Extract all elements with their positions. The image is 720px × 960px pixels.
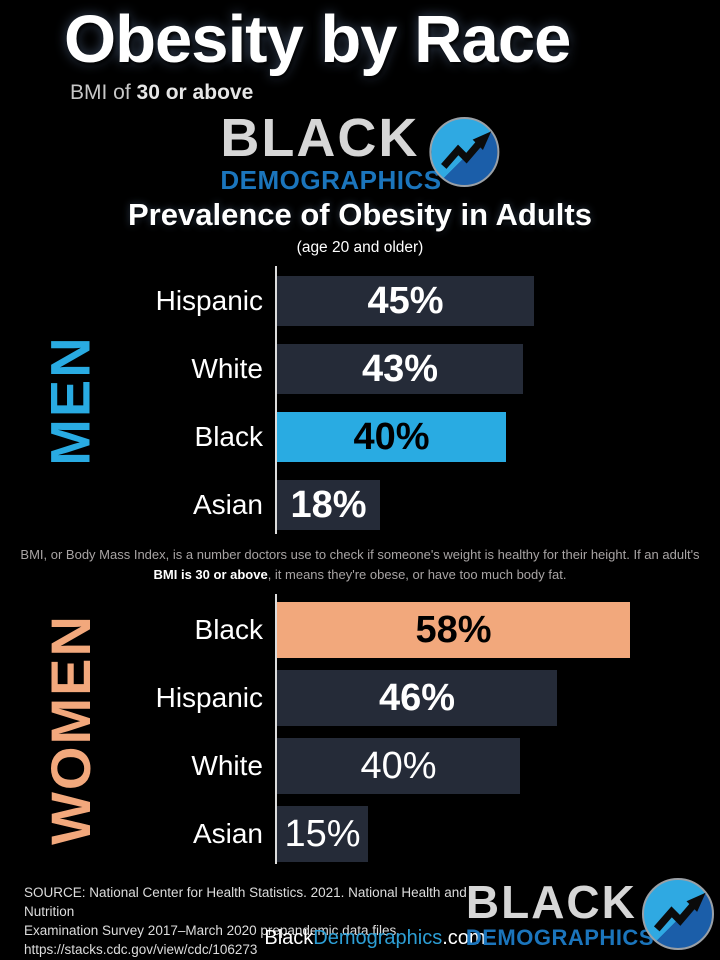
- website-link[interactable]: BlackDemographics.com: [95, 927, 655, 950]
- row-label: White: [191, 353, 263, 384]
- page-subtitle: BMI of 30 or above: [70, 81, 253, 105]
- website-part-com: .com: [442, 927, 486, 949]
- row-label: Hispanic: [155, 682, 263, 713]
- bar: 45%: [277, 276, 534, 326]
- note-rest: , it means they're obese, or have too mu…: [267, 566, 567, 582]
- page-title: Obesity by Race: [64, 2, 571, 77]
- row-label: Hispanic: [155, 285, 263, 316]
- bar-row: Hispanic 45%: [140, 276, 720, 326]
- note-line-1: BMI, or Body Mass Index, is a number doc…: [20, 547, 700, 562]
- men-axis-line: [275, 266, 277, 534]
- women-bar-rows: Black 58% Hispanic 46% White 40% Asian 1…: [140, 594, 720, 874]
- bmi-definition-note: BMI, or Body Mass Index, is a number doc…: [0, 545, 720, 584]
- bar: 18%: [277, 480, 380, 530]
- chart-title: Prevalence of Obesity in Adults: [128, 197, 592, 232]
- website-part-black: Black: [264, 927, 314, 949]
- bar-row: Hispanic 46%: [140, 670, 720, 726]
- brand-logo-text: BLACK DEMOGRAPHICS: [220, 111, 441, 193]
- women-gender-column: WOMEN: [0, 594, 140, 864]
- source-citation: SOURCE: National Center for Health Stati…: [24, 884, 504, 960]
- bar-value: 45%: [367, 279, 444, 322]
- bar-row: Black 58%: [140, 602, 720, 658]
- men-chart-section: MEN Hispanic 45% White 43% Black 40% Asi…: [0, 266, 720, 534]
- bar-value: 18%: [290, 483, 367, 526]
- bar: 43%: [277, 344, 523, 394]
- brand-word-black: BLACK: [465, 876, 637, 928]
- women-axis-line: [275, 594, 277, 864]
- row-label: Black: [194, 421, 263, 452]
- bar-value: 58%: [415, 608, 492, 651]
- trending-arrow-globe-icon: [642, 878, 714, 950]
- subtitle-prefix: BMI of: [70, 81, 137, 104]
- bar-value: 46%: [378, 676, 456, 719]
- brand-logo-footer: BLACK DEMOGRAPHICS: [466, 878, 714, 950]
- men-gender-column: MEN: [0, 266, 140, 534]
- bar-highlighted: 58%: [277, 602, 630, 658]
- gender-label-men: MEN: [38, 334, 102, 466]
- bar-row: Asian 18%: [140, 480, 720, 530]
- bar-value: 43%: [361, 347, 439, 390]
- brand-logo-text: BLACK DEMOGRAPHICS: [466, 879, 654, 949]
- subtitle-bold: 30 or above: [136, 81, 254, 104]
- row-label: White: [191, 750, 263, 781]
- trend-arrow-icon: [441, 131, 492, 169]
- bar-row: Asian 15%: [140, 806, 720, 862]
- bar-value: 40%: [360, 744, 437, 787]
- website-part-demographics: Demographics: [313, 927, 443, 949]
- bar: 40%: [277, 738, 520, 794]
- trending-arrow-globe-icon: [429, 117, 500, 187]
- row-label: Asian: [192, 489, 263, 520]
- women-chart-section: WOMEN Black 58% Hispanic 46% White 40% A…: [0, 594, 720, 864]
- brand-word-black: BLACK: [220, 108, 420, 168]
- note-line-2: BMI is 30 or above, it means they're obe…: [0, 565, 720, 585]
- chart-subtitle: (age 20 and older): [296, 239, 424, 256]
- men-bar-rows: Hispanic 45% White 43% Black 40% Asian 1…: [140, 266, 720, 548]
- source-url: https://stacks.cdc.gov/view/cdc/106273: [24, 941, 258, 957]
- bar: 15%: [277, 806, 368, 862]
- bar-highlighted: 40%: [277, 412, 506, 462]
- trend-arrow-icon: [653, 892, 706, 932]
- bar: 46%: [277, 670, 557, 726]
- source-line-1: SOURCE: National Center for Health Stati…: [24, 885, 467, 919]
- brand-word-demographics: DEMOGRAPHICS: [220, 165, 442, 195]
- bar-row: White 43%: [140, 344, 720, 394]
- row-label: Asian: [192, 818, 263, 849]
- source-line-2: Examination Survey 2017–March 2020 prepa…: [24, 922, 400, 938]
- note-bold: BMI is 30 or above: [153, 566, 268, 582]
- bar-value: 15%: [284, 812, 361, 855]
- bar-value: 40%: [353, 415, 430, 458]
- brand-logo-header: BLACK DEMOGRAPHICS: [220, 111, 500, 193]
- bar-row: Black 40%: [140, 412, 720, 462]
- bar-row: White 40%: [140, 738, 720, 794]
- row-label: Black: [194, 614, 263, 645]
- brand-word-demographics: DEMOGRAPHICS: [465, 925, 654, 950]
- gender-label-women: WOMEN: [38, 613, 102, 845]
